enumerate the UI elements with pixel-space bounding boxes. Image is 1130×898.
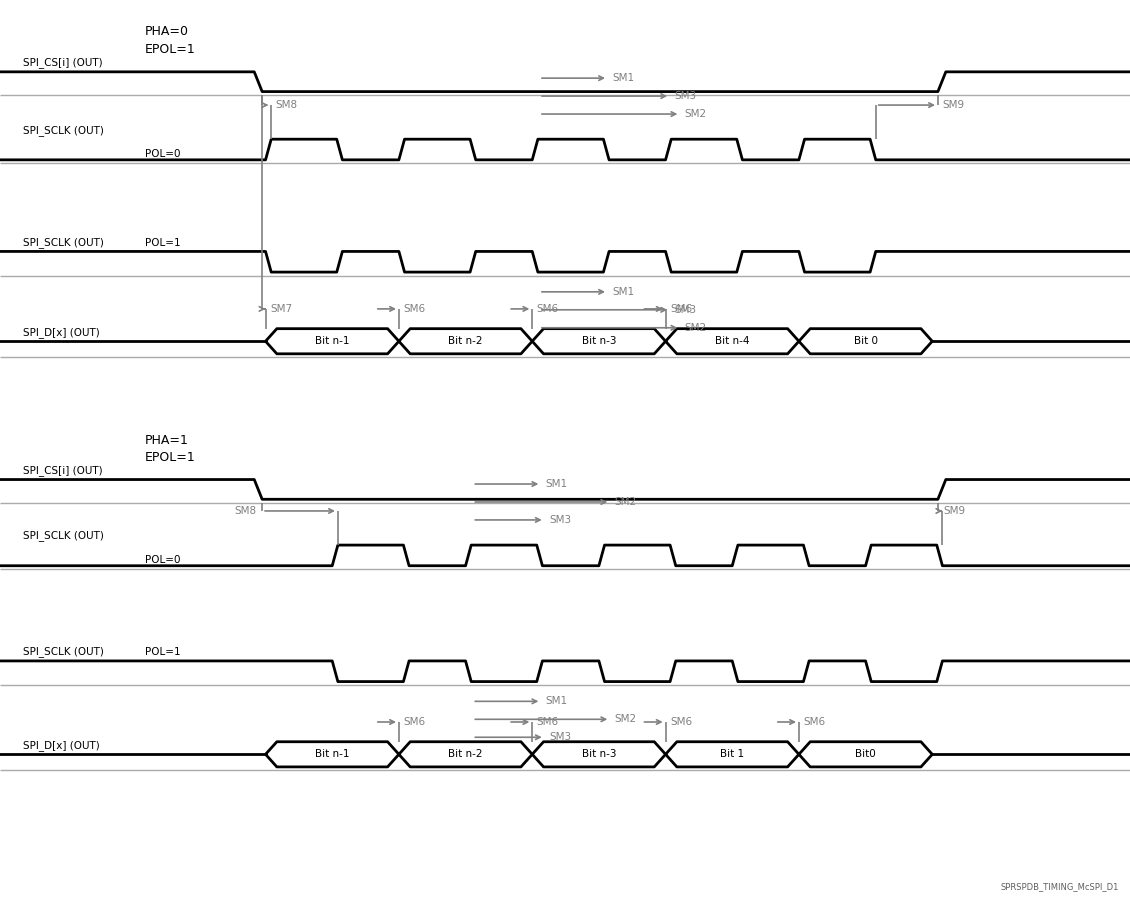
Text: EPOL=1: EPOL=1 (145, 43, 195, 56)
Text: SM2: SM2 (685, 109, 707, 119)
Text: Bit0: Bit0 (855, 749, 876, 760)
Text: Bit n-2: Bit n-2 (449, 336, 483, 347)
Text: SM1: SM1 (612, 286, 635, 297)
Text: SM8: SM8 (276, 100, 298, 110)
Text: SM6: SM6 (670, 717, 693, 727)
Text: SPI_D[x] (OUT): SPI_D[x] (OUT) (23, 740, 99, 751)
Text: Bit 1: Bit 1 (720, 749, 745, 760)
Text: SM6: SM6 (537, 717, 559, 727)
Text: SM1: SM1 (546, 479, 568, 489)
Text: SM9: SM9 (942, 100, 965, 110)
Text: SPI_SCLK (OUT): SPI_SCLK (OUT) (23, 647, 104, 657)
Text: SPI_D[x] (OUT): SPI_D[x] (OUT) (23, 327, 99, 338)
Text: SM3: SM3 (675, 91, 697, 101)
Text: SM6: SM6 (403, 304, 426, 314)
Text: Bit n-3: Bit n-3 (582, 749, 616, 760)
Text: PHA=0: PHA=0 (145, 25, 189, 38)
Text: Bit n-2: Bit n-2 (449, 749, 483, 760)
Text: SPI_SCLK (OUT): SPI_SCLK (OUT) (23, 531, 104, 541)
Text: EPOL=1: EPOL=1 (145, 452, 195, 464)
Text: SPI_SCLK (OUT): SPI_SCLK (OUT) (23, 125, 104, 136)
Text: POL=1: POL=1 (145, 647, 181, 657)
Text: SM1: SM1 (546, 696, 568, 707)
Text: Bit n-4: Bit n-4 (715, 336, 749, 347)
Text: SPRSPDB_TIMING_McSPI_D1: SPRSPDB_TIMING_McSPI_D1 (1000, 882, 1119, 891)
Text: Bit 0: Bit 0 (853, 336, 878, 347)
Text: SM2: SM2 (685, 322, 707, 333)
Text: SPI_SCLK (OUT): SPI_SCLK (OUT) (23, 237, 104, 248)
Text: SM7: SM7 (270, 304, 293, 314)
Text: Bit n-1: Bit n-1 (315, 336, 349, 347)
Text: SM2: SM2 (615, 714, 637, 725)
Text: POL=0: POL=0 (145, 555, 180, 565)
Text: SM9: SM9 (944, 506, 966, 516)
Text: Bit n-3: Bit n-3 (582, 336, 616, 347)
Text: PHA=1: PHA=1 (145, 434, 189, 446)
Text: SM6: SM6 (670, 304, 693, 314)
Text: SPI_CS[i] (OUT): SPI_CS[i] (OUT) (23, 57, 102, 68)
Text: SM3: SM3 (549, 732, 572, 743)
Text: SM8: SM8 (234, 506, 257, 516)
Text: SM6: SM6 (537, 304, 559, 314)
Text: SM3: SM3 (549, 515, 572, 525)
Text: POL=1: POL=1 (145, 238, 181, 248)
Text: SM6: SM6 (803, 717, 826, 727)
Text: SM2: SM2 (615, 497, 637, 507)
Text: SM1: SM1 (612, 73, 635, 84)
Text: Bit n-1: Bit n-1 (315, 749, 349, 760)
Text: SPI_CS[i] (OUT): SPI_CS[i] (OUT) (23, 465, 102, 476)
Text: SM6: SM6 (403, 717, 426, 727)
Text: POL=0: POL=0 (145, 149, 180, 159)
Text: SM3: SM3 (675, 304, 697, 315)
